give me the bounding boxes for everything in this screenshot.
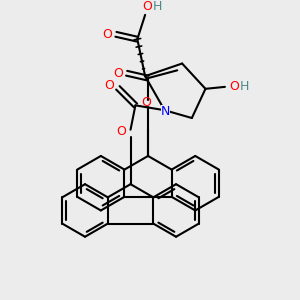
Text: H: H	[153, 0, 163, 13]
Text: N: N	[161, 105, 170, 118]
Text: O: O	[113, 67, 123, 80]
Text: O: O	[116, 125, 126, 138]
Text: O: O	[141, 96, 151, 109]
Text: O: O	[142, 0, 152, 13]
Text: O: O	[102, 28, 112, 41]
Text: O: O	[229, 80, 238, 93]
Text: O: O	[104, 80, 114, 92]
Text: H: H	[240, 80, 249, 93]
